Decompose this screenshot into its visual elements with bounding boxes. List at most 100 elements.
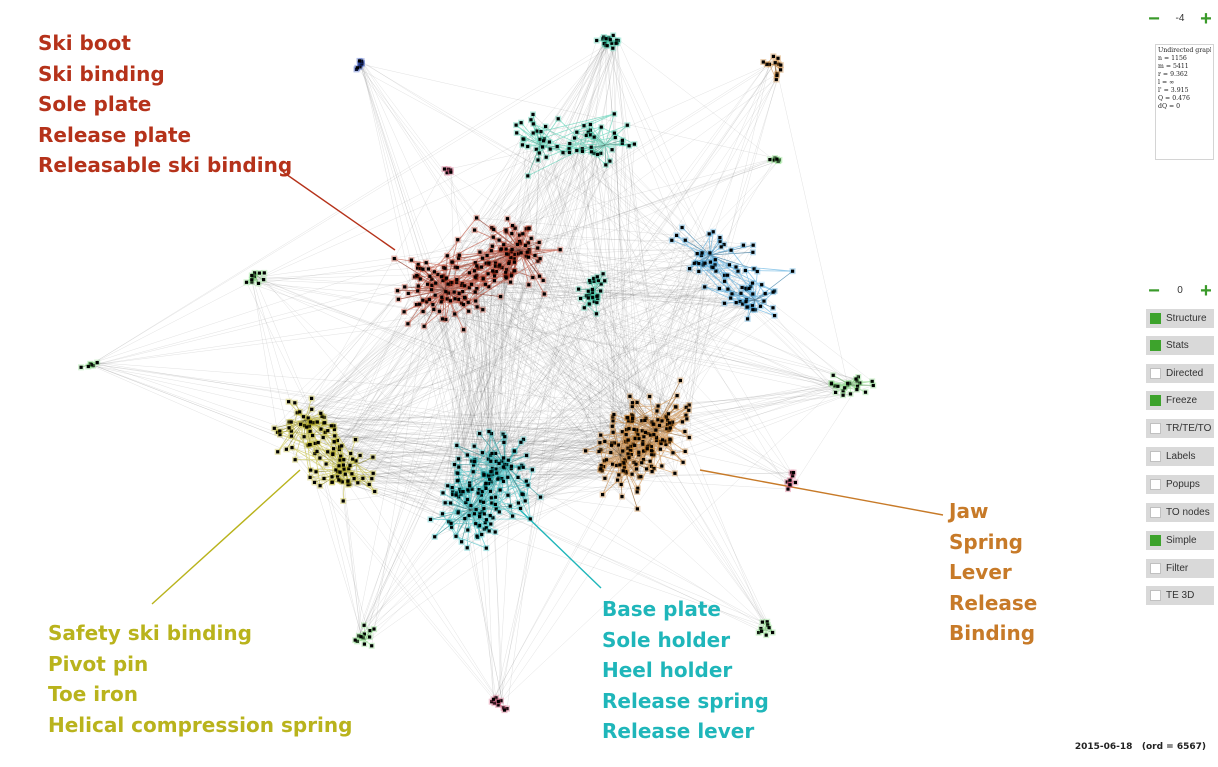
graph-node <box>443 501 447 505</box>
graph-node <box>253 271 257 275</box>
graph-node <box>665 422 670 427</box>
graph-node <box>432 270 436 274</box>
graph-node <box>444 317 448 322</box>
graph-node <box>331 452 335 456</box>
graph-node <box>687 403 691 407</box>
graph-node <box>641 458 646 462</box>
graph-node <box>671 451 675 455</box>
graph-node <box>493 502 497 506</box>
graph-node <box>488 514 492 518</box>
graph-node <box>330 475 334 479</box>
graph-node <box>760 629 764 633</box>
graph-node <box>648 394 652 399</box>
graph-node <box>649 433 653 437</box>
graph-node <box>490 700 494 704</box>
graph-node <box>492 227 496 231</box>
graph-node <box>534 147 538 151</box>
graph-node <box>608 38 612 42</box>
graph-node <box>520 143 524 147</box>
toggle-freeze[interactable]: Freeze <box>1146 391 1214 410</box>
checkbox-icon <box>1150 479 1161 490</box>
graph-node <box>610 148 614 152</box>
graph-node <box>295 411 299 415</box>
graph-node <box>674 405 678 409</box>
toggle-tr-te-to[interactable]: TR/TE/TO <box>1146 419 1214 438</box>
graph-node <box>520 463 524 467</box>
graph-node <box>474 522 478 526</box>
graph-node <box>548 147 552 151</box>
graph-node <box>613 135 617 140</box>
graph-node <box>371 471 375 475</box>
graph-node <box>416 284 420 288</box>
toggle-te-3d[interactable]: TE 3D <box>1146 586 1214 605</box>
checkbox-icon <box>1150 340 1161 351</box>
graph-node <box>501 432 505 436</box>
graph-node <box>791 471 796 475</box>
graph-node <box>332 447 336 451</box>
graph-node <box>489 459 493 463</box>
graph-node <box>506 475 510 479</box>
graph-node <box>322 415 326 419</box>
graph-node <box>644 416 648 420</box>
toggle-directed[interactable]: Directed <box>1146 364 1214 383</box>
graph-node <box>489 470 493 474</box>
graph-node <box>567 147 571 151</box>
graph-node <box>293 401 297 405</box>
stats-line: r = 9.362 <box>1158 71 1188 78</box>
toggle-to-nodes[interactable]: TO nodes <box>1146 503 1214 522</box>
graph-node <box>309 468 313 472</box>
graph-node <box>542 292 546 296</box>
graph-node <box>358 453 362 458</box>
graph-node <box>494 459 498 463</box>
graph-node <box>425 300 429 304</box>
toggle-popups[interactable]: Popups <box>1146 475 1214 494</box>
graph-node <box>521 437 526 441</box>
graph-node <box>490 244 494 248</box>
zoom-decrease-button[interactable]: − <box>1148 7 1160 30</box>
graph-node <box>483 521 487 525</box>
graph-node <box>361 476 365 480</box>
inter-cluster-edges <box>88 35 874 711</box>
toggle-filter[interactable]: Filter <box>1146 559 1214 578</box>
toggle-label: Freeze <box>1166 395 1198 406</box>
toggle-stats[interactable]: Stats <box>1146 336 1214 355</box>
graph-node <box>538 257 542 261</box>
graph-node <box>765 620 769 624</box>
graph-node <box>701 263 705 267</box>
stats-line: Q = 0.476 <box>1158 95 1190 102</box>
graph-node <box>348 482 352 486</box>
graph-node <box>335 438 339 443</box>
toggle-structure[interactable]: Structure <box>1146 309 1214 328</box>
graph-node <box>625 428 629 432</box>
graph-node <box>416 266 420 270</box>
zoom-increase-button[interactable]: + <box>1200 7 1212 30</box>
graph-node <box>356 481 360 485</box>
graph-node <box>588 122 592 127</box>
graph-node <box>350 472 354 476</box>
toggle-labels[interactable]: Labels <box>1146 447 1214 466</box>
graph-node <box>460 283 464 287</box>
graph-node <box>637 453 641 457</box>
graph-nodes <box>78 32 877 714</box>
graph-node <box>660 419 664 423</box>
label-item: Release plate <box>38 122 192 147</box>
graph-node <box>541 278 545 282</box>
graph-node <box>333 434 337 438</box>
level-increase-button[interactable]: + <box>1200 279 1212 302</box>
graph-node <box>616 478 620 482</box>
graph-node <box>439 300 443 304</box>
graph-node <box>635 400 639 404</box>
graph-node <box>536 158 540 162</box>
graph-node <box>515 131 519 135</box>
toggle-simple[interactable]: Simple <box>1146 531 1214 550</box>
graph-node <box>590 290 595 295</box>
graph-node <box>336 475 340 479</box>
graph-node <box>505 217 510 221</box>
graph-node <box>684 405 688 409</box>
graph-node <box>751 308 755 312</box>
graph-node <box>635 428 639 432</box>
graph-node <box>332 424 336 428</box>
graph-node <box>575 148 579 153</box>
level-decrease-button[interactable]: − <box>1148 279 1160 302</box>
